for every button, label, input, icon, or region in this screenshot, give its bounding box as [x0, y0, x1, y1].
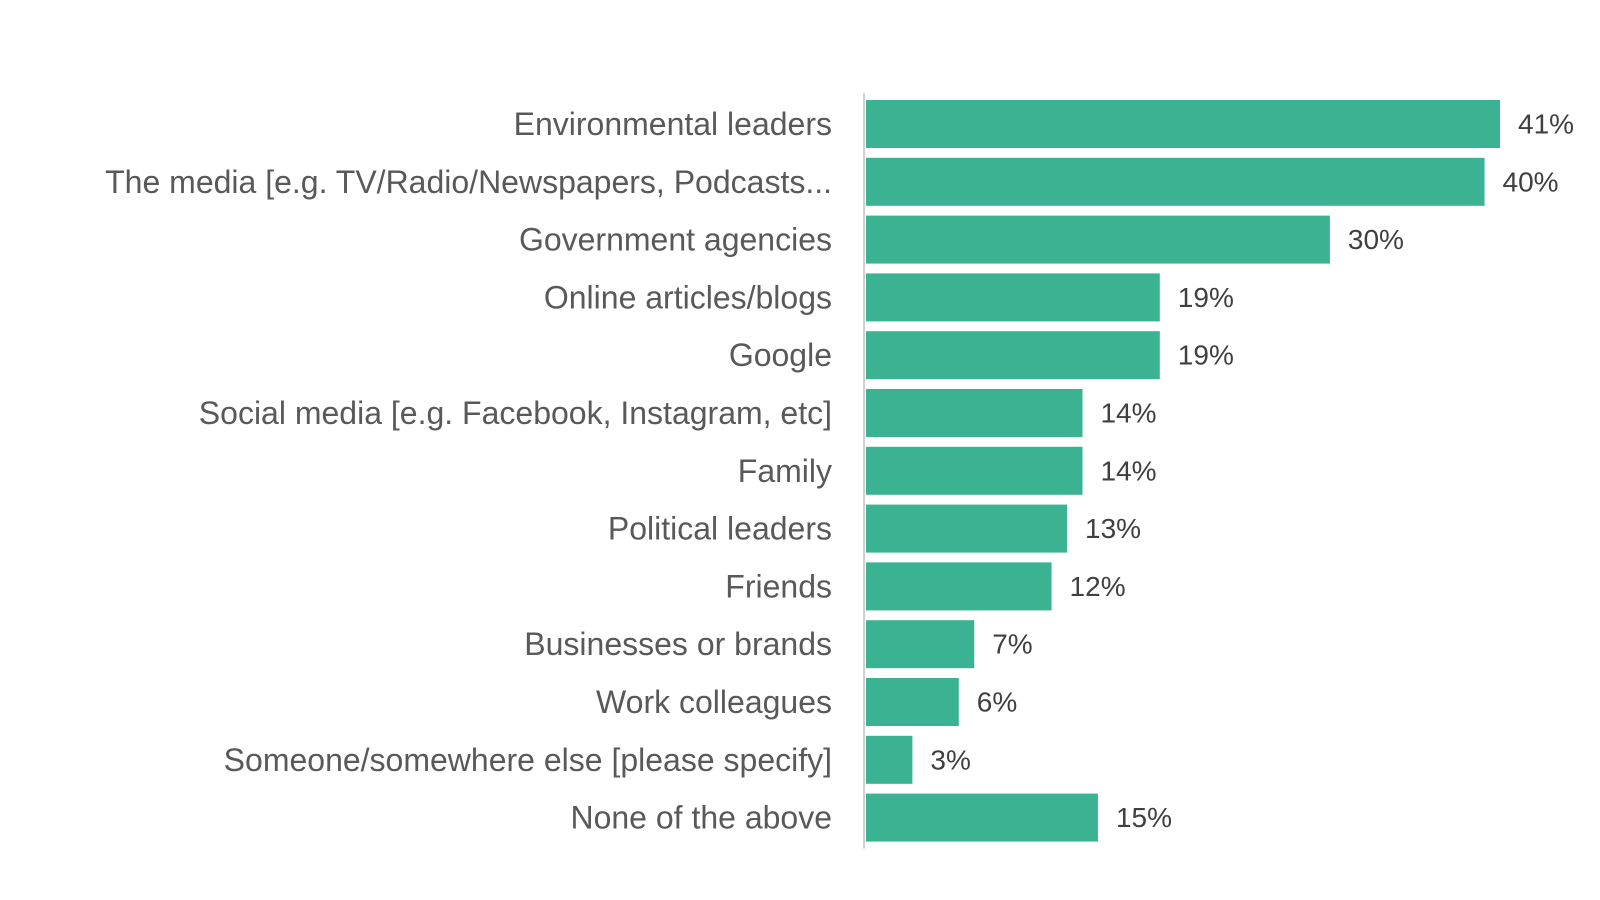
bar-4: [866, 331, 1160, 380]
value-label-8: 12%: [1070, 571, 1126, 602]
category-labels: Environmental leaders The media [e.g. TV/…: [105, 106, 832, 836]
bar-9: [866, 620, 975, 669]
value-label-11: 3%: [930, 744, 970, 775]
value-label-1: 40%: [1503, 166, 1559, 197]
value-label-9: 7%: [992, 629, 1032, 660]
bar-11: [866, 735, 913, 784]
value-label-2: 30%: [1348, 224, 1404, 255]
category-label-1: The media [e.g. TV/Radio/Newspapers, Pod…: [105, 164, 832, 200]
value-label-3: 19%: [1178, 282, 1234, 313]
bar-12: [866, 793, 1098, 842]
value-label-12: 15%: [1116, 802, 1172, 833]
category-label-8: Friends: [725, 568, 832, 604]
category-label-6: Family: [738, 453, 832, 489]
bar-1: [866, 157, 1485, 206]
bar-3: [866, 273, 1160, 322]
bar-5: [866, 389, 1083, 437]
value-label-4: 19%: [1178, 340, 1234, 371]
category-label-7: Political leaders: [608, 511, 832, 547]
bar-0: [866, 100, 1500, 148]
value-labels: 41% 40% 30% 19% 19% 14% 14% 13% 12% 7% 6%3% 15%: [930, 109, 1574, 834]
value-label-0: 41%: [1518, 109, 1574, 140]
category-label-0: Environmental leaders: [514, 106, 832, 142]
category-label-2: Government agencies: [519, 222, 832, 258]
bar-8: [866, 562, 1052, 611]
category-label-3: Online articles/blogs: [544, 279, 832, 315]
category-label-12: None of the above: [570, 800, 832, 836]
bars-group: [866, 100, 1500, 842]
value-label-6: 14%: [1100, 455, 1156, 486]
category-label-10: Work colleagues: [596, 684, 832, 720]
category-label-11: Someone/somewhere else [please specify]: [224, 742, 832, 778]
bar-2: [866, 215, 1330, 264]
bar-6: [866, 446, 1083, 495]
category-label-9: Businesses or brands: [524, 626, 832, 662]
category-label-5: Social media [e.g. Facebook, Instagram, …: [199, 395, 832, 431]
value-label-7: 13%: [1085, 513, 1141, 544]
value-label-10: 6%: [977, 687, 1017, 718]
bar-10: [866, 678, 959, 726]
category-label-4: Google: [729, 337, 832, 373]
value-label-5: 14%: [1100, 398, 1156, 429]
bar-7: [866, 504, 1068, 553]
